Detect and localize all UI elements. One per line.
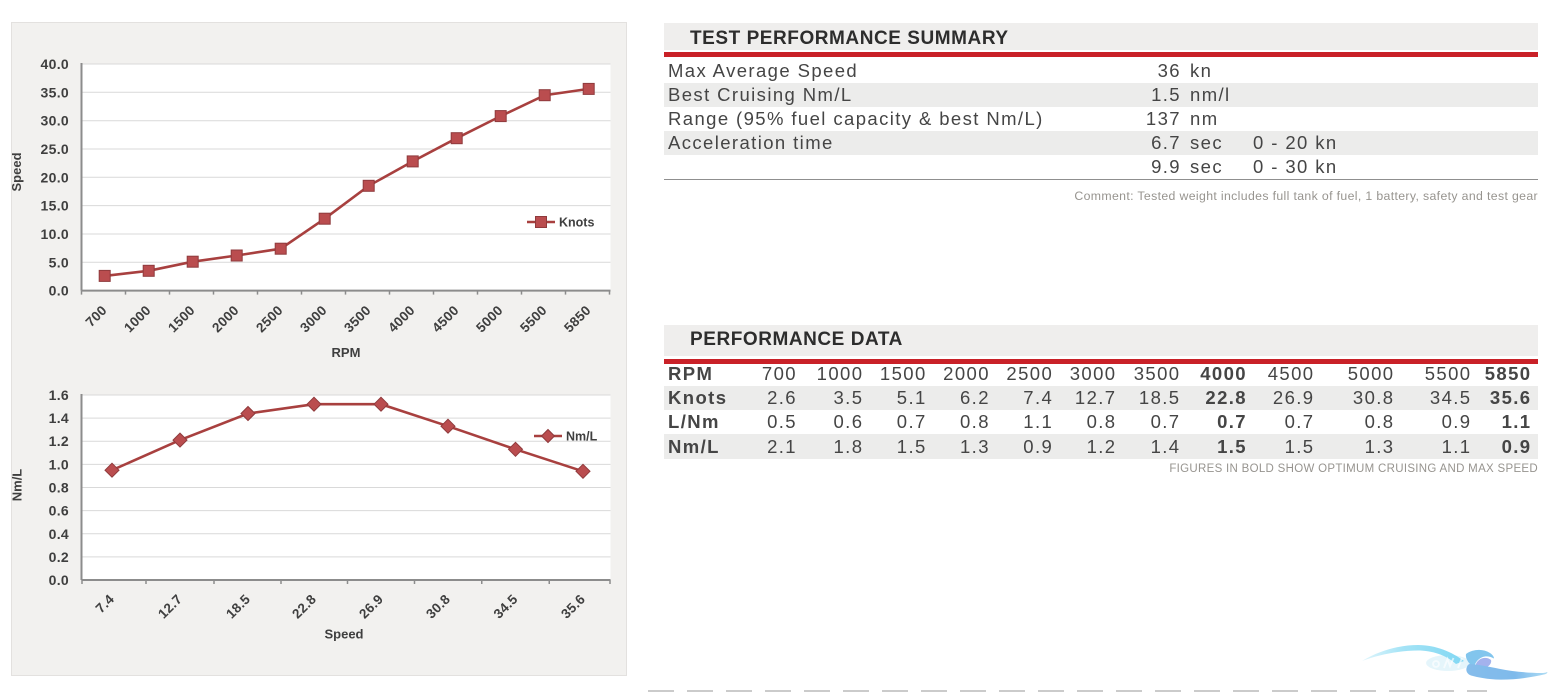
svg-text:10.0: 10.0 [41, 226, 69, 242]
svg-text:700: 700 [83, 303, 110, 330]
svg-text:30.8: 30.8 [423, 591, 453, 621]
svg-text:25.0: 25.0 [41, 141, 69, 157]
svg-text:4500: 4500 [429, 303, 462, 336]
svg-text:0.0: 0.0 [49, 572, 69, 588]
svg-text:Speed: Speed [324, 627, 363, 642]
svg-text:34.5: 34.5 [491, 591, 521, 621]
svg-text:2000: 2000 [209, 303, 242, 336]
svg-text:1.0: 1.0 [49, 456, 69, 472]
svg-text:3500: 3500 [341, 303, 374, 336]
svg-text:0.6: 0.6 [49, 503, 69, 519]
svg-text:4000: 4000 [385, 303, 418, 336]
svg-text:18.5: 18.5 [223, 591, 253, 621]
svg-text:1.6: 1.6 [49, 387, 69, 403]
svg-text:1000: 1000 [121, 303, 154, 336]
svg-text:0.8: 0.8 [49, 480, 69, 496]
svg-text:22.8: 22.8 [289, 591, 319, 621]
svg-text:40.0: 40.0 [41, 56, 69, 72]
svg-text:2500: 2500 [253, 303, 286, 336]
svg-text:Nm/L: Nm/L [12, 469, 25, 502]
svg-text:1500: 1500 [165, 303, 198, 336]
svg-text:0.4: 0.4 [49, 526, 69, 542]
svg-text:5850: 5850 [561, 303, 594, 336]
svg-text:Speed: Speed [12, 152, 24, 191]
svg-text:7.4: 7.4 [93, 591, 118, 616]
svg-text:5500: 5500 [517, 303, 550, 336]
svg-text:Nm/L: Nm/L [566, 430, 598, 444]
svg-text:RPM: RPM [332, 345, 361, 360]
svg-text:5000: 5000 [473, 303, 506, 336]
svg-text:15.0: 15.0 [41, 198, 69, 214]
svg-text:20.0: 20.0 [41, 169, 69, 185]
svg-text:1.2: 1.2 [49, 433, 69, 449]
svg-text:5.0: 5.0 [49, 254, 69, 270]
svg-text:12.7: 12.7 [155, 592, 185, 622]
svg-text:0.0: 0.0 [49, 283, 69, 299]
svg-text:26.9: 26.9 [356, 592, 386, 622]
svg-text:30.0: 30.0 [41, 113, 69, 129]
svg-text:35.0: 35.0 [41, 84, 69, 100]
svg-text:1.4: 1.4 [49, 410, 69, 426]
svg-text:Knots: Knots [559, 216, 594, 230]
svg-text:35.6: 35.6 [558, 591, 588, 621]
svg-text:0.2: 0.2 [49, 549, 69, 565]
svg-text:3000: 3000 [297, 303, 330, 336]
